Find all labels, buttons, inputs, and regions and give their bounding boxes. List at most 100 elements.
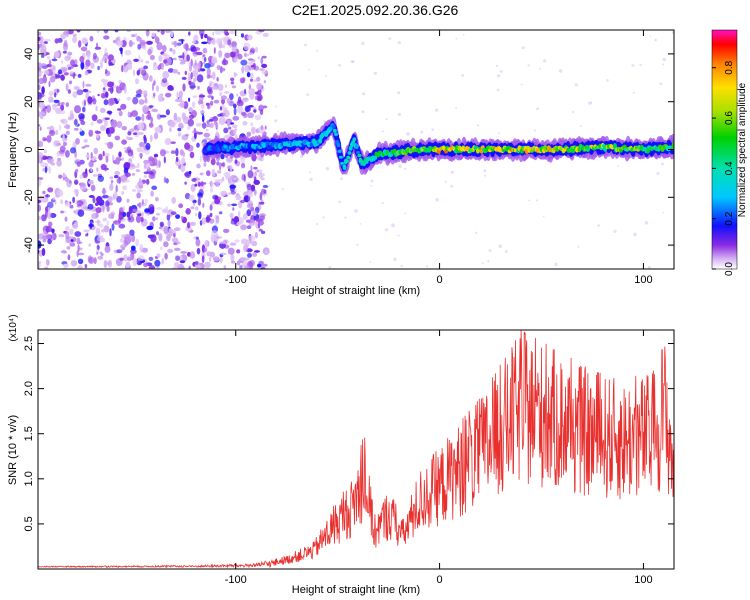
noise-speckle xyxy=(654,38,657,42)
noise-speckle xyxy=(199,172,204,176)
noise-speckle xyxy=(77,73,82,78)
noise-speckle xyxy=(236,260,241,266)
noise-speckle xyxy=(477,124,480,127)
track-core xyxy=(354,143,359,150)
noise-speckle xyxy=(606,79,609,82)
noise-speckle xyxy=(197,197,202,206)
noise-speckle xyxy=(173,233,176,238)
noise-speckle xyxy=(241,65,245,74)
noise-speckle xyxy=(68,80,73,85)
noise-speckle xyxy=(227,119,231,127)
noise-speckle xyxy=(182,52,185,60)
noise-speckle xyxy=(62,141,68,147)
track-core xyxy=(357,153,362,158)
noise-speckle xyxy=(69,110,74,119)
noise-speckle xyxy=(188,170,192,175)
track-core xyxy=(356,150,360,155)
noise-speckle xyxy=(187,72,191,80)
noise-speckle xyxy=(144,198,148,204)
noise-speckle xyxy=(171,237,179,243)
noise-speckle xyxy=(91,114,98,122)
noise-speckle xyxy=(197,192,203,197)
noise-speckle xyxy=(151,32,156,38)
noise-speckle xyxy=(106,261,111,265)
noise-speckle xyxy=(263,189,267,194)
noise-speckle xyxy=(131,173,136,176)
noise-speckle xyxy=(232,116,240,121)
noise-speckle xyxy=(211,86,218,90)
noise-speckle xyxy=(87,203,94,210)
noise-speckle xyxy=(257,263,262,268)
spectrogram-y-axis: -40 -20 0 20 40 xyxy=(23,48,674,253)
noise-speckle xyxy=(92,98,97,105)
noise-speckle xyxy=(93,147,99,155)
noise-speckle xyxy=(90,168,93,172)
noise-speckle xyxy=(316,223,319,226)
noise-speckle xyxy=(58,69,62,75)
noise-speckle xyxy=(120,103,127,110)
noise-speckle xyxy=(93,257,97,265)
noise-speckle xyxy=(192,95,198,98)
noise-speckle xyxy=(92,52,97,60)
noise-speckle xyxy=(381,202,384,205)
noise-speckle xyxy=(123,180,131,183)
noise-speckle xyxy=(151,108,159,113)
noise-speckle xyxy=(199,110,205,114)
noise-speckle xyxy=(148,265,156,269)
noise-speckle xyxy=(662,57,666,62)
x-tick-label: 100 xyxy=(634,274,652,286)
noise-speckle xyxy=(114,30,119,33)
noise-speckle xyxy=(213,99,220,104)
noise-speckle xyxy=(143,171,150,175)
noise-speckle xyxy=(243,265,251,269)
noise-speckle xyxy=(190,72,193,80)
noise-speckle xyxy=(197,182,201,187)
noise-speckle xyxy=(66,246,71,250)
noise-speckle xyxy=(70,59,76,66)
noise-speckle xyxy=(538,67,541,70)
noise-speckle xyxy=(89,222,93,230)
noise-speckle xyxy=(498,244,503,249)
noise-speckle xyxy=(118,223,126,229)
noise-speckle xyxy=(76,30,81,33)
noise-speckle xyxy=(187,118,194,127)
noise-speckle xyxy=(190,58,193,67)
noise-speckle xyxy=(236,249,241,254)
noise-speckle xyxy=(72,33,77,37)
noise-speckle xyxy=(250,72,254,81)
noise-speckle xyxy=(431,128,434,131)
noise-speckle xyxy=(155,197,159,202)
noise-speckle xyxy=(252,252,258,257)
track-core xyxy=(346,155,351,160)
noise-speckle xyxy=(83,99,87,107)
noise-speckle xyxy=(201,56,205,60)
noise-speckle xyxy=(209,204,213,211)
noise-speckle xyxy=(187,221,191,229)
noise-speckle xyxy=(184,181,187,185)
noise-speckle xyxy=(253,166,258,170)
noise-speckle xyxy=(47,206,51,212)
noise-speckle xyxy=(88,160,94,168)
noise-speckle xyxy=(116,40,124,47)
noise-speckle xyxy=(248,88,256,96)
noise-speckle xyxy=(139,243,144,251)
noise-speckle xyxy=(188,47,191,51)
noise-speckle xyxy=(163,241,169,248)
noise-speckle xyxy=(211,181,214,187)
noise-speckle xyxy=(192,50,199,57)
noise-speckle xyxy=(85,154,90,158)
noise-speckle xyxy=(138,202,141,209)
noise-speckle xyxy=(435,108,439,112)
noise-speckle xyxy=(224,91,230,94)
noise-speckle xyxy=(46,259,49,265)
noise-speckle xyxy=(144,208,151,213)
noise-speckle xyxy=(188,80,192,86)
track-core xyxy=(351,140,356,144)
noise-speckle xyxy=(217,83,224,92)
noise-speckle xyxy=(233,58,238,63)
noise-speckle xyxy=(102,187,106,195)
noise-speckle xyxy=(328,265,332,269)
noise-speckle xyxy=(227,247,235,255)
noise-speckle xyxy=(79,174,84,179)
noise-speckle xyxy=(236,99,244,107)
